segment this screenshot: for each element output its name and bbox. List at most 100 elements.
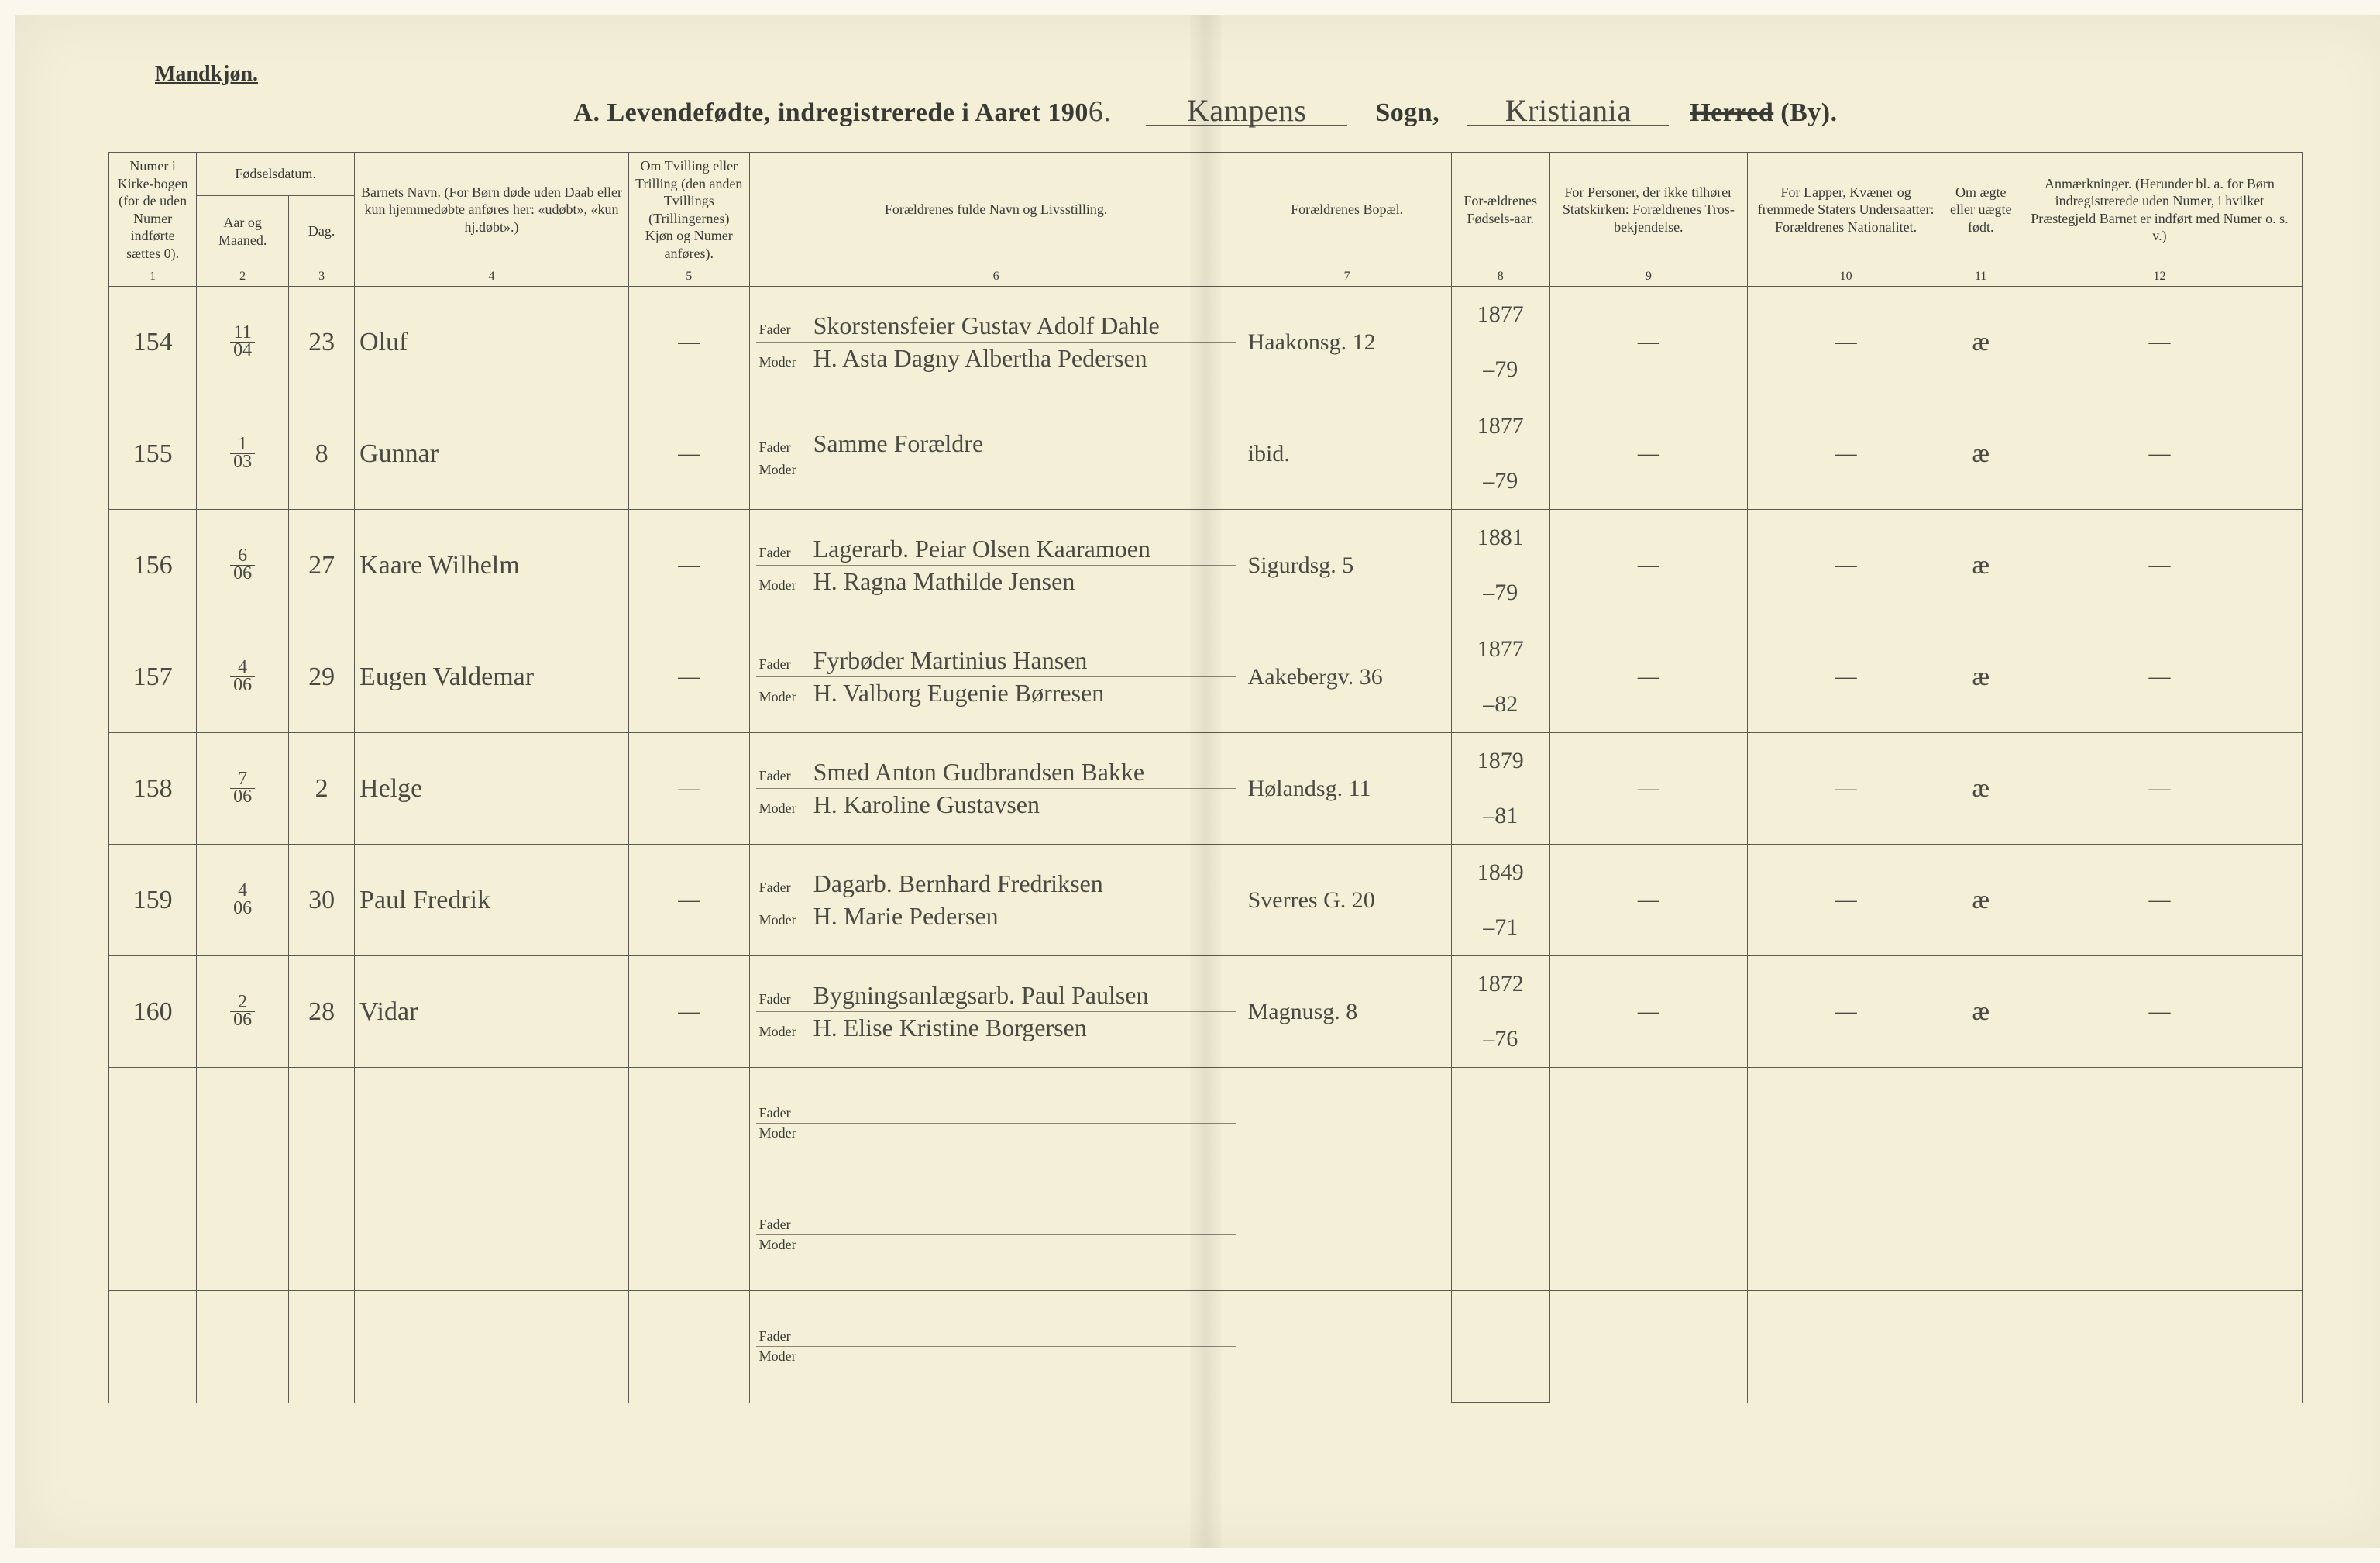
cell-anm: — bbox=[2017, 621, 2302, 733]
moder-label: Moder bbox=[759, 800, 803, 817]
cell-c10 bbox=[1747, 1068, 1945, 1179]
cell-date bbox=[197, 1291, 289, 1403]
cell-name: Oluf bbox=[355, 287, 629, 398]
cell-anm: — bbox=[2017, 845, 2302, 956]
col-fodsel-group: Fødselsdatum. bbox=[197, 153, 355, 196]
cell-twin: — bbox=[628, 287, 749, 398]
cell-num: 157 bbox=[109, 621, 197, 733]
cell-parents: FaderSamme ForældreModer bbox=[749, 398, 1243, 510]
col-1-header: Numer i Kirke-bogen (for de uden Numer i… bbox=[109, 153, 197, 267]
cell-bopal: Sverres G. 20 bbox=[1243, 845, 1451, 956]
colnum-12: 12 bbox=[2017, 267, 2302, 287]
cell-parents: FaderModer bbox=[749, 1068, 1243, 1179]
cell-anm: — bbox=[2017, 510, 2302, 621]
moder-label: Moder bbox=[759, 1348, 803, 1365]
cell-parents: FaderSmed Anton Gudbrandsen BakkeModerH.… bbox=[749, 733, 1243, 845]
col-10-header: For Lapper, Kvæner og fremmede Staters U… bbox=[1747, 153, 1945, 267]
sogn-label: Sogn, bbox=[1375, 98, 1439, 127]
table-row: FaderModer bbox=[109, 1291, 2303, 1347]
fader-value: Fyrbøder Martinius Hansen bbox=[813, 646, 1238, 675]
cell-bopal: Sigurdsg. 5 bbox=[1243, 510, 1451, 621]
cell-c10 bbox=[1747, 1291, 1945, 1403]
cell-twin: — bbox=[628, 621, 749, 733]
colnum-6: 6 bbox=[749, 267, 1243, 287]
cell-year-m: –71 bbox=[1451, 900, 1549, 956]
cell-twin: — bbox=[628, 398, 749, 510]
cell-year-f: 1879 bbox=[1451, 733, 1549, 789]
fader-value: Samme Forældre bbox=[813, 429, 1238, 458]
table-row: 1551038Gunnar—FaderSamme ForældreModerib… bbox=[109, 398, 2303, 454]
moder-value: H. Elise Kristine Borgersen bbox=[813, 1014, 1238, 1042]
moder-value: H. Ragna Mathilde Jensen bbox=[813, 567, 1238, 596]
cell-date: 206 bbox=[197, 956, 289, 1068]
cell-c10: — bbox=[1747, 398, 1945, 510]
cell-legit: æ bbox=[1945, 510, 2017, 621]
cell-c9 bbox=[1549, 1291, 1747, 1403]
moder-label: Moder bbox=[759, 1237, 803, 1253]
cell-year-f: 1872 bbox=[1451, 956, 1549, 1012]
title-prefix: A. Levendefødte, indregistrerede i Aaret… bbox=[573, 98, 1088, 127]
cell-num: 155 bbox=[109, 398, 197, 510]
colnum-1: 1 bbox=[109, 267, 197, 287]
cell-legit bbox=[1945, 1179, 2017, 1291]
cell-twin bbox=[628, 1068, 749, 1179]
cell-c9 bbox=[1549, 1068, 1747, 1179]
cell-parents: FaderModer bbox=[749, 1179, 1243, 1291]
cell-c10: — bbox=[1747, 510, 1945, 621]
table-row: 15740629Eugen Valdemar—FaderFyrbøder Mar… bbox=[109, 621, 2303, 677]
cell-year-m: –81 bbox=[1451, 789, 1549, 845]
colnum-10: 10 bbox=[1747, 267, 1945, 287]
fader-label: Fader bbox=[759, 880, 803, 896]
col-5-header: Om Tvilling eller Trilling (den anden Tv… bbox=[628, 153, 749, 267]
cell-num bbox=[109, 1179, 197, 1291]
cell-twin bbox=[628, 1179, 749, 1291]
cell-year-f: 1877 bbox=[1451, 398, 1549, 454]
cell-name: Paul Fredrik bbox=[355, 845, 629, 956]
fader-label: Fader bbox=[759, 768, 803, 784]
cell-year-m: –76 bbox=[1451, 1012, 1549, 1068]
cell-year-f bbox=[1451, 1068, 1549, 1124]
cell-twin: — bbox=[628, 845, 749, 956]
cell-parents: FaderSkorstensfeier Gustav Adolf DahleMo… bbox=[749, 287, 1243, 398]
cell-year-m: –79 bbox=[1451, 343, 1549, 398]
cell-num: 154 bbox=[109, 287, 197, 398]
cell-date: 1104 bbox=[197, 287, 289, 398]
fader-label: Fader bbox=[759, 439, 803, 456]
cell-year-m: –82 bbox=[1451, 677, 1549, 733]
cell-year-f bbox=[1451, 1179, 1549, 1235]
colnum-4: 4 bbox=[355, 267, 629, 287]
moder-label: Moder bbox=[759, 1125, 803, 1141]
col-9-header: For Personer, der ikke tilhører Statskir… bbox=[1549, 153, 1747, 267]
moder-value: H. Karoline Gustavsen bbox=[813, 790, 1238, 819]
table-head: Numer i Kirke-bogen (for de uden Numer i… bbox=[109, 153, 2303, 287]
cell-year-f: 1877 bbox=[1451, 287, 1549, 343]
cell-day: 27 bbox=[289, 510, 355, 621]
colnum-7: 7 bbox=[1243, 267, 1451, 287]
col-2-header: Aar og Maaned. bbox=[197, 196, 289, 267]
cell-date: 606 bbox=[197, 510, 289, 621]
cell-year-f: 1877 bbox=[1451, 621, 1549, 677]
cell-num: 156 bbox=[109, 510, 197, 621]
cell-c9: — bbox=[1549, 621, 1747, 733]
colnum-9: 9 bbox=[1549, 267, 1747, 287]
table-row: 16020628Vidar—FaderBygningsanlægsarb. Pa… bbox=[109, 956, 2303, 1012]
table-row: 15660627Kaare Wilhelm—FaderLagerarb. Pei… bbox=[109, 510, 2303, 566]
cell-bopal: ibid. bbox=[1243, 398, 1451, 510]
cell-num bbox=[109, 1068, 197, 1179]
cell-legit: æ bbox=[1945, 621, 2017, 733]
cell-bopal: Aakebergv. 36 bbox=[1243, 621, 1451, 733]
cell-bopal: Magnusg. 8 bbox=[1243, 956, 1451, 1068]
cell-day bbox=[289, 1068, 355, 1179]
cell-name bbox=[355, 1068, 629, 1179]
cell-day: 28 bbox=[289, 956, 355, 1068]
cell-legit: æ bbox=[1945, 398, 2017, 510]
cell-year-f bbox=[1451, 1291, 1549, 1347]
cell-name: Eugen Valdemar bbox=[355, 621, 629, 733]
page-title: A. Levendefødte, indregistrerede i Aaret… bbox=[108, 95, 2303, 129]
col-12-header: Anmærkninger. (Herunder bl. a. for Børn … bbox=[2017, 153, 2302, 267]
cell-parents: FaderLagerarb. Peiar Olsen KaaramoenMode… bbox=[749, 510, 1243, 621]
fader-value: Dagarb. Bernhard Fredriksen bbox=[813, 869, 1238, 898]
cell-anm: — bbox=[2017, 956, 2302, 1068]
cell-twin: — bbox=[628, 956, 749, 1068]
cell-c9: — bbox=[1549, 956, 1747, 1068]
